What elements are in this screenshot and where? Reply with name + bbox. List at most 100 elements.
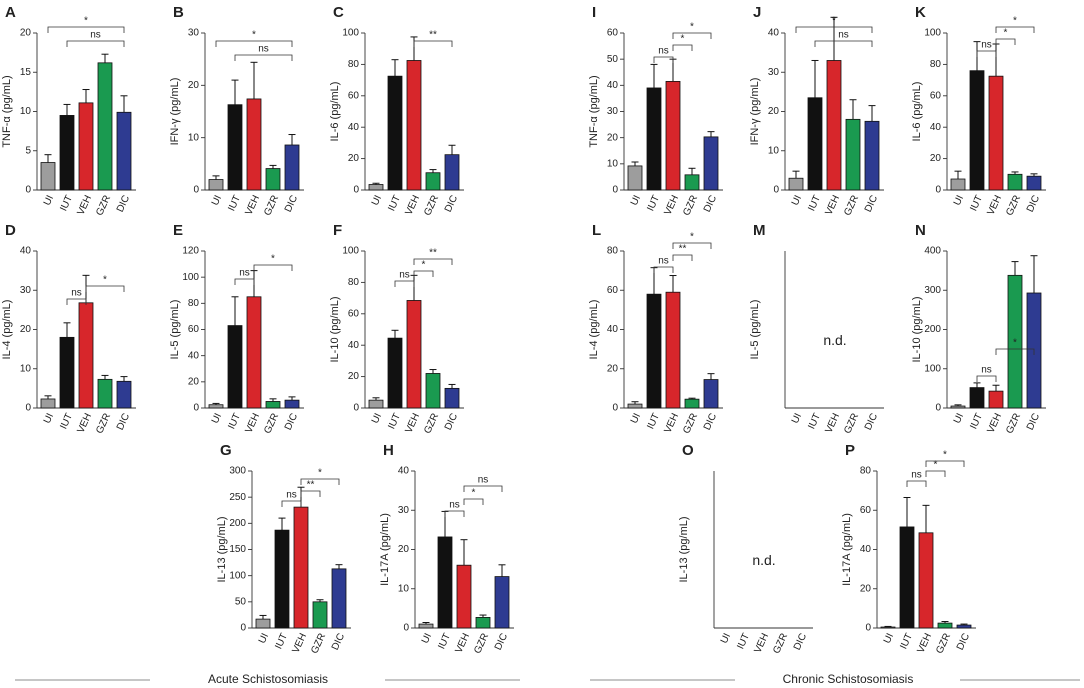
y-tick-label: 40 <box>348 122 360 133</box>
x-tick-label: DIC <box>863 412 880 432</box>
bar <box>78 302 94 409</box>
panel-letter: M <box>753 222 766 239</box>
significance-bracket <box>995 348 1035 355</box>
significance-bracket <box>672 44 693 51</box>
x-tick-label: UI <box>42 412 56 426</box>
significance-label: * <box>832 16 836 27</box>
significance-bracket <box>995 38 1016 45</box>
bar <box>950 178 966 191</box>
y-tick-label: 120 <box>182 246 199 257</box>
panel-letter: D <box>5 222 16 239</box>
x-tick-label: UI <box>210 412 224 426</box>
significance-bracket <box>976 50 997 57</box>
x-tick-label: UI <box>629 412 643 426</box>
x-tick-label: IUT <box>226 412 243 431</box>
x-tick-label: GZR <box>262 194 281 218</box>
y-tick-label: 15 <box>20 67 32 78</box>
bar <box>227 325 243 409</box>
bar <box>1026 175 1042 191</box>
x-tick-label: UI <box>210 194 224 208</box>
y-tick-label: 5 <box>25 145 31 156</box>
significance-label: * <box>252 30 256 41</box>
y-tick-label: 100 <box>182 272 199 283</box>
y-tick-label: 60 <box>860 505 872 516</box>
bar <box>826 60 842 191</box>
significance-label: * <box>422 260 426 271</box>
significance-label: * <box>934 460 938 471</box>
x-tick-label: GZR <box>842 194 861 218</box>
y-tick-label: 20 <box>188 376 200 387</box>
x-tick-label: GZR <box>94 412 113 436</box>
bar <box>845 118 861 191</box>
group-label: Acute Schistosomiasis <box>208 672 328 686</box>
y-axis-label: TNF-α (pg/mL) <box>588 75 600 147</box>
significance-label: * <box>1013 338 1017 349</box>
x-tick-label: DIC <box>443 194 460 214</box>
y-tick-label: 0 <box>240 623 246 634</box>
x-tick-label: GZR <box>1004 412 1023 436</box>
significance-label: ns <box>71 288 82 299</box>
bar <box>425 373 441 409</box>
y-tick-label: 100 <box>342 246 359 257</box>
panel-letter: O <box>682 442 694 459</box>
y-tick-label: 30 <box>20 285 32 296</box>
y-tick-label: 40 <box>607 324 619 335</box>
bar <box>387 75 403 191</box>
significance-bracket <box>463 485 503 492</box>
y-tick-label: 10 <box>20 106 32 117</box>
bar <box>437 536 453 629</box>
significance-label: ns <box>239 268 250 279</box>
bar <box>899 526 915 629</box>
bar <box>425 172 441 191</box>
x-tick-label: DIC <box>1025 194 1042 214</box>
bar <box>406 300 422 409</box>
bar <box>387 337 403 409</box>
bar <box>293 506 309 629</box>
significance-bracket <box>281 500 302 507</box>
x-tick-label: UI <box>952 194 966 208</box>
bar <box>265 168 281 191</box>
y-tick-label: 20 <box>860 583 872 594</box>
y-tick-label: 40 <box>348 340 360 351</box>
y-tick-label: 50 <box>607 54 619 65</box>
y-tick-label: 60 <box>930 90 942 101</box>
x-tick-label: IUT <box>436 632 453 651</box>
panel-letter: B <box>173 4 184 21</box>
bar <box>494 576 510 629</box>
y-tick-label: 80 <box>930 59 942 70</box>
y-axis-label: IL-10 (pg/mL) <box>911 296 923 362</box>
significance-bracket <box>672 254 693 261</box>
bar <box>406 60 422 191</box>
bar <box>246 296 262 409</box>
x-tick-label: IUT <box>273 632 290 651</box>
y-tick-label: 80 <box>860 466 872 477</box>
bar <box>40 162 56 191</box>
bar <box>116 111 132 191</box>
y-tick-label: 40 <box>188 350 200 361</box>
y-tick-label: 50 <box>235 596 247 607</box>
y-tick-label: 0 <box>25 403 31 414</box>
x-tick-label: IUT <box>226 194 243 213</box>
significance-bracket <box>47 26 125 33</box>
significance-bracket <box>300 478 340 485</box>
panel-letter: K <box>915 4 926 21</box>
bar <box>59 336 75 409</box>
y-tick-label: 30 <box>607 106 619 117</box>
significance-bracket <box>66 298 87 305</box>
y-axis-label: IL-5 (pg/mL) <box>749 300 761 360</box>
x-tick-label: DIC <box>955 632 972 652</box>
bar <box>969 70 985 191</box>
y-axis-label: IL-6 (pg/mL) <box>911 82 923 142</box>
significance-label: ns <box>399 270 410 281</box>
bar <box>368 184 384 191</box>
significance-bracket <box>234 278 255 285</box>
bar <box>246 98 262 191</box>
x-tick-label: DIC <box>443 412 460 432</box>
y-tick-label: 0 <box>935 403 941 414</box>
x-tick-label: VEH <box>403 194 422 217</box>
x-tick-label: DIC <box>283 412 300 432</box>
bar <box>969 387 985 409</box>
y-tick-label: 200 <box>229 518 246 529</box>
significance-label: ** <box>307 480 315 491</box>
significance-label: ns <box>478 475 489 486</box>
